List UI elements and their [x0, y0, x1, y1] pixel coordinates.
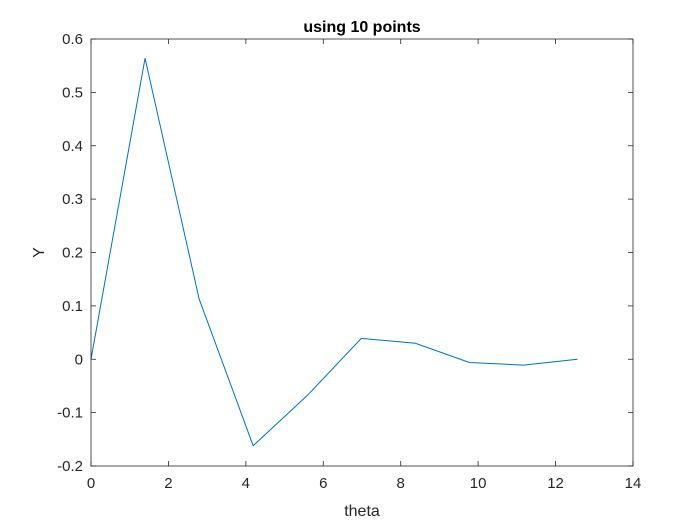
series-line: [90, 58, 578, 447]
y-tick-label: 0.3: [62, 191, 83, 208]
y-tick-label: 0: [75, 351, 83, 368]
chart-title: using 10 points: [303, 19, 420, 36]
y-tick-label: 0.2: [62, 245, 83, 262]
x-tick-label: 8: [397, 475, 405, 492]
y-tick-label: 0.4: [62, 138, 83, 155]
x-tick-label: 14: [625, 475, 642, 492]
y-axis-label: Y: [31, 247, 48, 258]
x-tick-label: 12: [547, 475, 564, 492]
y-tick-label: -0.1: [57, 405, 83, 422]
plot-frame: [90, 38, 634, 467]
y-tick-label: -0.2: [57, 458, 83, 475]
plot-background: [91, 39, 633, 466]
x-axis-label: theta: [344, 503, 380, 520]
y-tick-label: 0.6: [62, 31, 83, 48]
x-tick-label: 0: [87, 475, 95, 492]
x-tick-label: 10: [470, 475, 487, 492]
x-tick-label: 2: [164, 475, 172, 492]
x-tick-label: 4: [242, 475, 250, 492]
y-tick-label: 0.1: [62, 298, 83, 315]
x-tick-label: 6: [319, 475, 327, 492]
y-tick-label: 0.5: [62, 84, 83, 101]
